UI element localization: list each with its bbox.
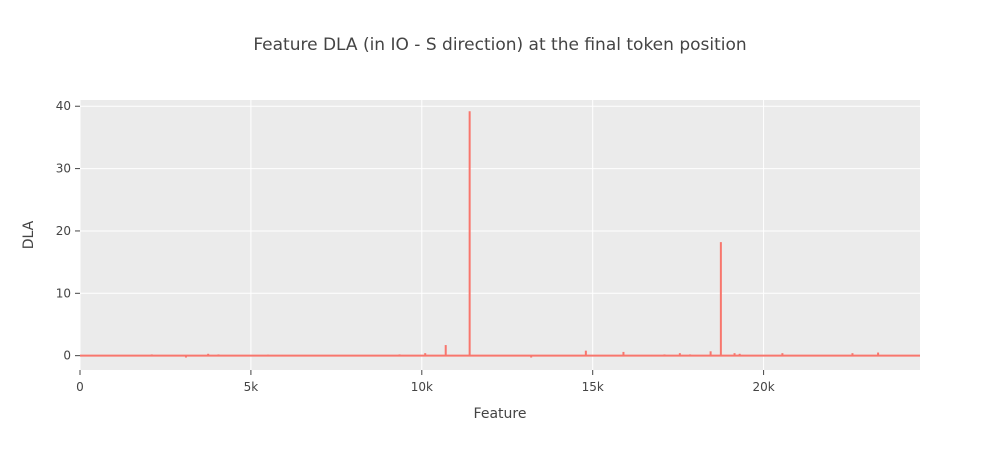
series-layer bbox=[80, 111, 920, 358]
chart-title: Feature DLA (in IO - S direction) at the… bbox=[253, 35, 746, 55]
x-tick-label: 5k bbox=[244, 380, 259, 394]
x-axis-title: Feature bbox=[474, 406, 527, 422]
y-tick-label: 40 bbox=[56, 99, 71, 113]
x-tick-label: 20k bbox=[752, 380, 774, 394]
x-tick-label: 15k bbox=[582, 380, 604, 394]
y-tick-label: 0 bbox=[63, 349, 71, 363]
plot-background bbox=[80, 100, 920, 370]
y-tick-label: 30 bbox=[56, 162, 71, 176]
x-tick-label: 10k bbox=[411, 380, 433, 394]
x-tick-label: 0 bbox=[76, 380, 84, 394]
y-tick-label: 10 bbox=[56, 286, 71, 300]
y-tick-label: 20 bbox=[56, 224, 71, 238]
tick-labels: 0 10 20 30 40 0 5k 10k 15k 20k bbox=[56, 99, 775, 394]
y-axis-title: DLA bbox=[21, 220, 37, 249]
